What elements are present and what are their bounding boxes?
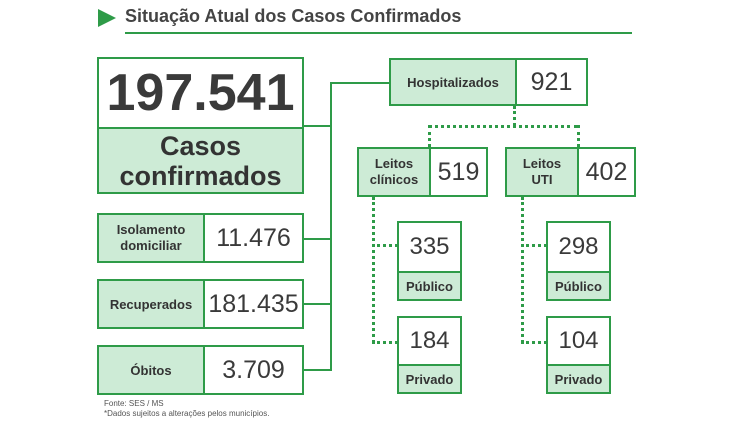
dotted-hosp-down — [513, 106, 516, 126]
isolamento-box: Isolamento domiciliar 11.476 — [97, 213, 304, 263]
uti-publico-value: 298 — [558, 233, 599, 260]
leitos-uti-value: 402 — [577, 149, 634, 195]
source-note: Fonte: SES / MS — [104, 399, 164, 408]
total-cases-value: 197.541 — [106, 64, 295, 122]
uti-publico-label: Público — [548, 271, 609, 299]
clinicos-privado-label: Privado — [399, 364, 460, 392]
dotted-uti-privado — [521, 341, 547, 344]
clinicos-publico-value: 335 — [409, 233, 450, 260]
connector-main-h — [303, 125, 331, 127]
connector-trunk-v — [330, 82, 332, 371]
dotted-clinicos-up — [428, 125, 431, 147]
recuperados-label: Recuperados — [99, 281, 203, 327]
leitos-uti-label-line1: Leitos — [522, 156, 562, 171]
disclaimer-note: *Dados sujeitos a alterações pelos munic… — [104, 409, 270, 418]
hospitalizados-box: Hospitalizados 921 — [389, 58, 588, 106]
isolamento-label: Isolamento domiciliar — [99, 215, 203, 261]
total-cases-label: Casos confirmados — [99, 127, 302, 192]
leitos-clinicos-label: Leitos clínicos — [359, 149, 429, 195]
total-cases-box: 197.541 Casos confirmados — [97, 57, 304, 194]
uti-privado-value: 104 — [558, 327, 599, 354]
dotted-hosp-split — [428, 125, 578, 128]
uti-privado-box: 104 Privado — [546, 316, 611, 394]
total-cases-label-line2: confirmados — [119, 160, 282, 191]
recuperados-box: Recuperados 181.435 — [97, 279, 304, 329]
hospitalizados-value: 921 — [515, 60, 586, 104]
page-title: Situação Atual dos Casos Confirmados — [125, 6, 462, 26]
obitos-value: 3.709 — [203, 347, 302, 393]
leitos-clinicos-value: 519 — [429, 149, 486, 195]
leitos-clinicos-label-line1: Leitos — [374, 156, 414, 171]
clinicos-publico-box: 335 Público — [397, 221, 462, 301]
dotted-uti-trunk — [521, 197, 524, 343]
leitos-uti-box: Leitos UTI 402 — [505, 147, 636, 197]
obitos-label: Óbitos — [99, 347, 203, 393]
play-triangle-icon — [98, 9, 116, 27]
hospitalizados-label: Hospitalizados — [391, 60, 515, 104]
connector-hosp-h — [330, 82, 390, 84]
uti-publico-box: 298 Público — [546, 221, 611, 301]
obitos-box: Óbitos 3.709 — [97, 345, 304, 395]
clinicos-privado-box: 184 Privado — [397, 316, 462, 394]
dotted-uti-publico — [521, 244, 547, 247]
title-underline — [125, 32, 632, 34]
leitos-clinicos-label-line2: clínicos — [369, 172, 419, 187]
connector-obitos-h — [304, 369, 331, 371]
uti-privado-label: Privado — [548, 364, 609, 392]
connector-isolamento-h — [304, 238, 331, 240]
connector-recuperados-h — [304, 303, 331, 305]
dotted-clinicos-trunk — [372, 197, 375, 343]
leitos-uti-label: Leitos UTI — [507, 149, 577, 195]
isolamento-value: 11.476 — [203, 215, 302, 261]
isolamento-label-line2: domiciliar — [120, 238, 182, 253]
dotted-uti-up — [577, 125, 580, 147]
dotted-clinicos-publico — [372, 244, 398, 247]
clinicos-publico-label: Público — [399, 271, 460, 299]
total-cases-label-line1: Casos — [159, 130, 242, 161]
recuperados-value: 181.435 — [203, 281, 302, 327]
leitos-uti-label-line2: UTI — [531, 172, 553, 187]
leitos-clinicos-box: Leitos clínicos 519 — [357, 147, 488, 197]
isolamento-label-line1: Isolamento — [116, 222, 186, 237]
clinicos-privado-value: 184 — [409, 327, 450, 354]
dotted-clinicos-privado — [372, 341, 398, 344]
